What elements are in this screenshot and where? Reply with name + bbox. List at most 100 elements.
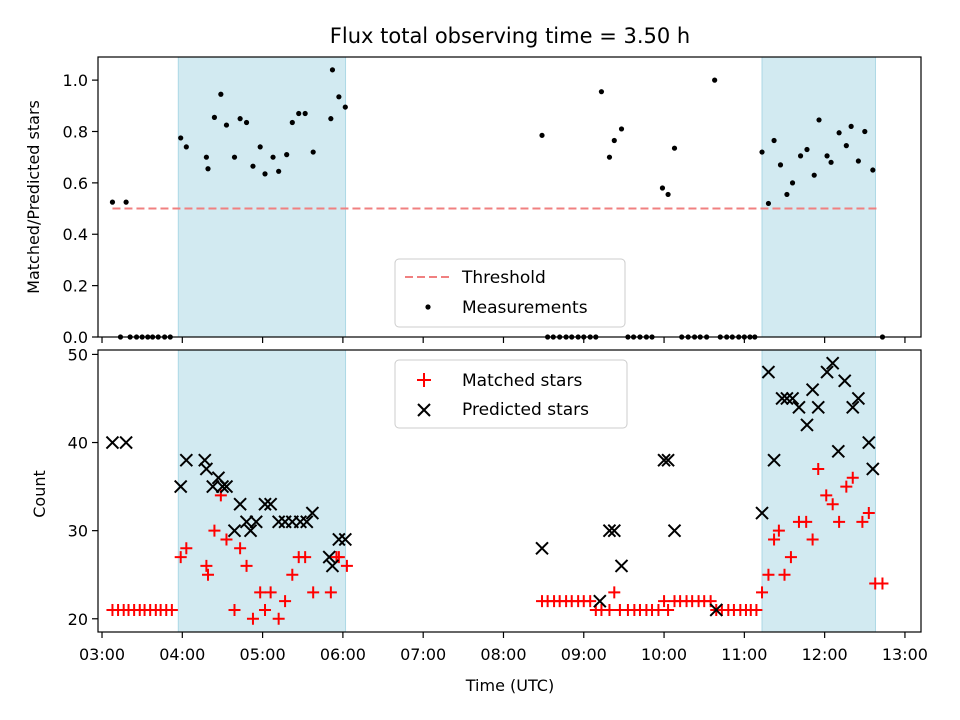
measurement-point-75 bbox=[789, 180, 796, 186]
bottom-shade-0 bbox=[177, 349, 347, 633]
matched-star-point-77 bbox=[778, 568, 791, 581]
predicted-star-point-0 bbox=[105, 435, 120, 450]
matched-star-point-15 bbox=[202, 568, 215, 581]
predicted-star-point-11 bbox=[233, 497, 247, 511]
x-tick-label-1: 04:00 bbox=[159, 645, 205, 664]
measurement-point-78 bbox=[811, 172, 817, 178]
predicted-star-point-47 bbox=[825, 356, 840, 370]
measurement-point-29 bbox=[302, 110, 308, 117]
predicted-star-point-41 bbox=[785, 391, 800, 406]
measurement-point-71 bbox=[765, 200, 772, 207]
matched-star-point-20 bbox=[234, 542, 247, 555]
matched-star-point-86 bbox=[840, 480, 853, 493]
measurement-point-34 bbox=[342, 104, 348, 110]
measurement-point-21 bbox=[250, 163, 256, 169]
predicted-star-point-9 bbox=[219, 479, 234, 494]
measurement-point-27 bbox=[289, 119, 295, 126]
predicted-star-point-27 bbox=[535, 541, 549, 555]
legend-predicted-swatch bbox=[417, 403, 431, 417]
chart-title: Flux total observing time = 3.50 h bbox=[330, 24, 690, 48]
matched-star-point-44 bbox=[584, 595, 597, 608]
predicted-star-point-50 bbox=[846, 400, 860, 414]
predicted-star-point-34 bbox=[667, 523, 682, 538]
measurement-point-82 bbox=[836, 130, 842, 136]
matched-star-point-47 bbox=[603, 603, 616, 616]
matched-star-point-22 bbox=[246, 612, 259, 625]
matched-star-point-12 bbox=[174, 551, 187, 564]
matched-star-point-11 bbox=[165, 603, 178, 616]
matched-star-point-83 bbox=[820, 489, 833, 502]
measurement-point-18 bbox=[231, 154, 238, 160]
measurement-point-76 bbox=[797, 153, 804, 159]
top-legend-box bbox=[394, 258, 626, 328]
predicted-star-point-53 bbox=[866, 462, 880, 476]
predicted-star-point-24 bbox=[325, 559, 340, 573]
matched-star-point-13 bbox=[180, 542, 193, 555]
bottom-x-axis-ticks: 03:00 04:00 05:00 06:00 07:00 08:00 09:00 10:00… bbox=[79, 632, 928, 664]
matched-star-point-18 bbox=[220, 533, 233, 546]
predicted-star-point-6 bbox=[206, 479, 220, 494]
matched-star-point-73 bbox=[756, 586, 769, 599]
predicted-star-point-36 bbox=[755, 506, 769, 520]
matched-stars-series bbox=[106, 462, 889, 625]
predicted-star-point-22 bbox=[305, 506, 320, 520]
measurement-point-70 bbox=[759, 149, 765, 155]
matched-star-point-30 bbox=[299, 551, 312, 564]
predicted-star-point-37 bbox=[761, 365, 776, 379]
top-y-tick-label-2: 0.4 bbox=[63, 225, 88, 244]
measurement-point-25 bbox=[276, 168, 282, 174]
bottom-y-tick-label-3: 50 bbox=[68, 345, 88, 364]
x-tick-label-8: 11:00 bbox=[721, 645, 767, 664]
matched-star-point-87 bbox=[846, 471, 859, 484]
predicted-star-point-5 bbox=[199, 462, 214, 476]
bottom-y-tick-label-0: 20 bbox=[68, 610, 88, 629]
predicted-star-point-42 bbox=[792, 400, 806, 414]
x-tick-label-9: 12:00 bbox=[802, 645, 848, 664]
matched-star-point-76 bbox=[772, 524, 785, 537]
top-panel: 0.0 0.2 0.4 0.6 0.8 1.0 Matched/Predicted sta… bbox=[24, 56, 922, 347]
predicted-star-point-30 bbox=[607, 523, 621, 538]
measurement-point-13 bbox=[203, 154, 209, 160]
top-shaded-intervals bbox=[177, 56, 876, 338]
matched-star-point-25 bbox=[264, 586, 277, 599]
measurement-point-72 bbox=[771, 137, 777, 144]
matched-star-point-74 bbox=[762, 568, 775, 581]
matched-star-point-89 bbox=[862, 507, 875, 520]
matched-star-point-34 bbox=[332, 551, 345, 564]
predicted-star-point-46 bbox=[820, 365, 834, 379]
matched-star-point-27 bbox=[279, 595, 292, 608]
predicted-star-point-45 bbox=[811, 400, 825, 414]
predicted-star-point-13 bbox=[243, 523, 258, 538]
top-y-tick-label-5: 1.0 bbox=[63, 71, 88, 90]
matched-star-point-26 bbox=[272, 612, 285, 625]
predicted-star-point-35 bbox=[709, 603, 723, 617]
measurement-point-17 bbox=[223, 122, 230, 128]
x-tick-label-0: 03:00 bbox=[79, 645, 125, 664]
legend-matched-label: Matched stars bbox=[462, 371, 582, 391]
measurement-point-23 bbox=[262, 171, 268, 177]
top-plot-frame bbox=[97, 56, 922, 338]
bottom-y-axis-ticks: 20 30 40 50 bbox=[68, 345, 98, 629]
bottom-legend-box bbox=[394, 359, 628, 429]
x-tick-label-5: 08:00 bbox=[480, 645, 526, 664]
measurement-point-30 bbox=[310, 149, 316, 155]
matched-star-point-82 bbox=[812, 462, 825, 475]
measurement-point-32 bbox=[329, 67, 336, 73]
matched-star-point-57 bbox=[662, 603, 675, 616]
measurement-point-83 bbox=[843, 143, 849, 149]
measurement-point-81 bbox=[828, 159, 834, 165]
measurement-point-31 bbox=[328, 116, 334, 122]
matched-star-point-21 bbox=[240, 559, 253, 572]
predicted-star-point-43 bbox=[800, 418, 814, 432]
matched-star-point-31 bbox=[307, 586, 320, 599]
measurement-point-55 bbox=[665, 191, 671, 198]
measurement-point-20 bbox=[243, 119, 250, 126]
measurement-point-15 bbox=[211, 114, 218, 120]
legend-measurements-swatch bbox=[425, 304, 431, 310]
measurement-point-12 bbox=[183, 144, 189, 150]
matched-star-point-91 bbox=[876, 577, 889, 590]
measurement-point-14 bbox=[205, 166, 211, 172]
x-tick-label-4: 07:00 bbox=[400, 645, 446, 664]
legend-measurements-label: Measurements bbox=[462, 298, 588, 318]
top-shade-1 bbox=[761, 56, 876, 338]
